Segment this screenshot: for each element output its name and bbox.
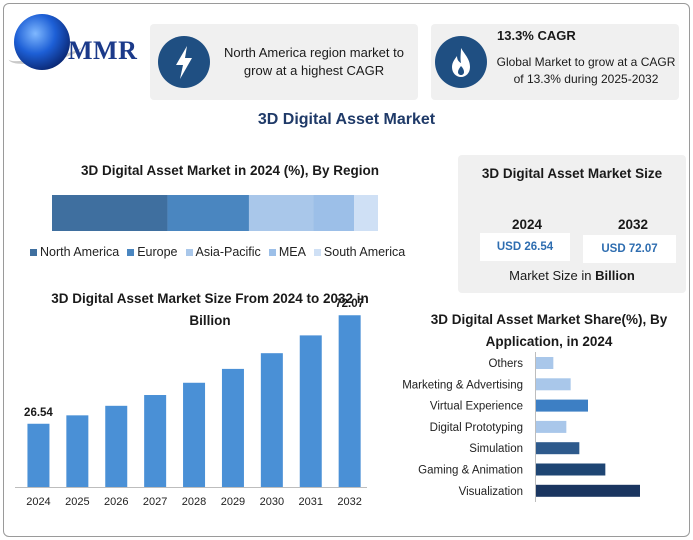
bar-digital-prototyping bbox=[536, 420, 567, 433]
flame-icon bbox=[435, 36, 487, 88]
region-segment-europe bbox=[167, 195, 249, 231]
x-tick-label: 2032 bbox=[337, 496, 361, 508]
region-chart-title: 3D Digital Asset Market in 2024 (%), By … bbox=[80, 163, 380, 178]
x-tick-label: 2028 bbox=[182, 496, 206, 508]
market-size-footer: Market Size in Billion bbox=[458, 268, 686, 283]
legend-label: Asia-Pacific bbox=[195, 245, 261, 259]
market-size-panel: 3D Digital Asset Market Size 2024 2032 U… bbox=[458, 155, 686, 293]
legend-item-asia-pacific: Asia-Pacific bbox=[185, 245, 261, 259]
legend-swatch bbox=[313, 248, 321, 256]
bar-2024 bbox=[27, 423, 50, 487]
size-year-2024: 2024 bbox=[511, 217, 543, 232]
globe-icon bbox=[14, 14, 70, 70]
size-value-2024: USD 26.54 bbox=[480, 233, 570, 261]
bar-gaming-animation bbox=[536, 463, 606, 476]
highlight-card-region: North America region market to grow at a… bbox=[150, 24, 418, 100]
bar-2032 bbox=[338, 315, 361, 487]
x-tick-label: 2031 bbox=[299, 496, 323, 508]
cagr-text: Global Market to grow at a CAGR of 13.3%… bbox=[496, 55, 676, 86]
legend-item-europe: Europe bbox=[127, 245, 178, 259]
x-tick-label: 2030 bbox=[260, 496, 284, 508]
y-tick-label: Marketing & Advertising bbox=[402, 379, 523, 391]
footer-unit: Billion bbox=[595, 268, 635, 283]
region-cagr-text: North America region market to grow at a… bbox=[224, 45, 404, 78]
data-label-2032: 72.07 bbox=[335, 298, 364, 310]
outer-frame bbox=[3, 3, 690, 537]
bar-2030 bbox=[260, 353, 283, 487]
highlight-card-cagr: 13.3% CAGR Global Market to grow at a CA… bbox=[431, 24, 679, 100]
application-chart-title: 3D Digital Asset Market Share(%), By App… bbox=[430, 312, 668, 349]
data-label-2024: 26.54 bbox=[24, 407, 53, 419]
size-chart-title: 3D Digital Asset Market Size From 2024 t… bbox=[51, 291, 369, 328]
size-value-2032: USD 72.07 bbox=[583, 235, 676, 263]
bar-2028 bbox=[183, 382, 206, 487]
lightning-icon bbox=[158, 36, 210, 88]
legend-swatch bbox=[30, 248, 37, 256]
bar-visualization bbox=[536, 484, 640, 497]
region-segment-north-america bbox=[52, 195, 168, 231]
region-segment-asia-pacific bbox=[248, 195, 314, 231]
y-tick-label: Digital Prototyping bbox=[430, 422, 523, 434]
size-year-2032: 2032 bbox=[617, 217, 649, 232]
x-tick-label: 2025 bbox=[65, 496, 89, 508]
bar-2031 bbox=[299, 335, 322, 487]
y-tick-label: Others bbox=[488, 358, 523, 370]
bar-2027 bbox=[144, 395, 167, 487]
bar-simulation bbox=[536, 442, 580, 455]
footer-prefix: Market Size in bbox=[509, 268, 596, 283]
bar-2026 bbox=[105, 405, 128, 487]
legend-item-north-america: North America bbox=[30, 245, 119, 259]
bar-2025 bbox=[66, 415, 89, 487]
region-legend: North America Europe Asia-Pacific MEA South … bbox=[30, 245, 430, 259]
x-tick-label: 2029 bbox=[221, 496, 245, 508]
legend-item-south-america: South America bbox=[313, 245, 406, 259]
legend-item-mea: MEA bbox=[268, 245, 306, 259]
y-tick-label: Virtual Experience bbox=[430, 401, 523, 413]
region-segment-south-america bbox=[354, 195, 378, 231]
x-tick-label: 2027 bbox=[143, 496, 167, 508]
legend-swatch bbox=[268, 248, 276, 256]
y-tick-label: Gaming & Animation bbox=[418, 465, 523, 477]
legend-label: Europe bbox=[137, 245, 178, 259]
page-title: 3D Digital Asset Market bbox=[257, 111, 436, 128]
y-tick-label: Simulation bbox=[469, 443, 523, 455]
bar-2029 bbox=[221, 368, 244, 487]
x-tick-label: 2024 bbox=[26, 496, 50, 508]
legend-label: North America bbox=[40, 245, 120, 259]
region-segment-mea bbox=[313, 195, 355, 231]
logo-text: MMR bbox=[68, 36, 138, 65]
bar-marketing-advertising bbox=[536, 378, 571, 391]
legend-swatch bbox=[185, 248, 193, 256]
legend-swatch bbox=[127, 248, 135, 256]
y-tick-label: Visualization bbox=[459, 486, 523, 498]
cagr-heading: 13.3% CAGR bbox=[497, 28, 576, 43]
legend-label: South America bbox=[323, 245, 406, 259]
legend-label: MEA bbox=[278, 245, 306, 259]
x-tick-label: 2026 bbox=[104, 496, 128, 508]
bar-virtual-experience bbox=[536, 399, 588, 412]
market-size-title: 3D Digital Asset Market Size bbox=[481, 166, 663, 181]
bar-others bbox=[536, 357, 554, 369]
